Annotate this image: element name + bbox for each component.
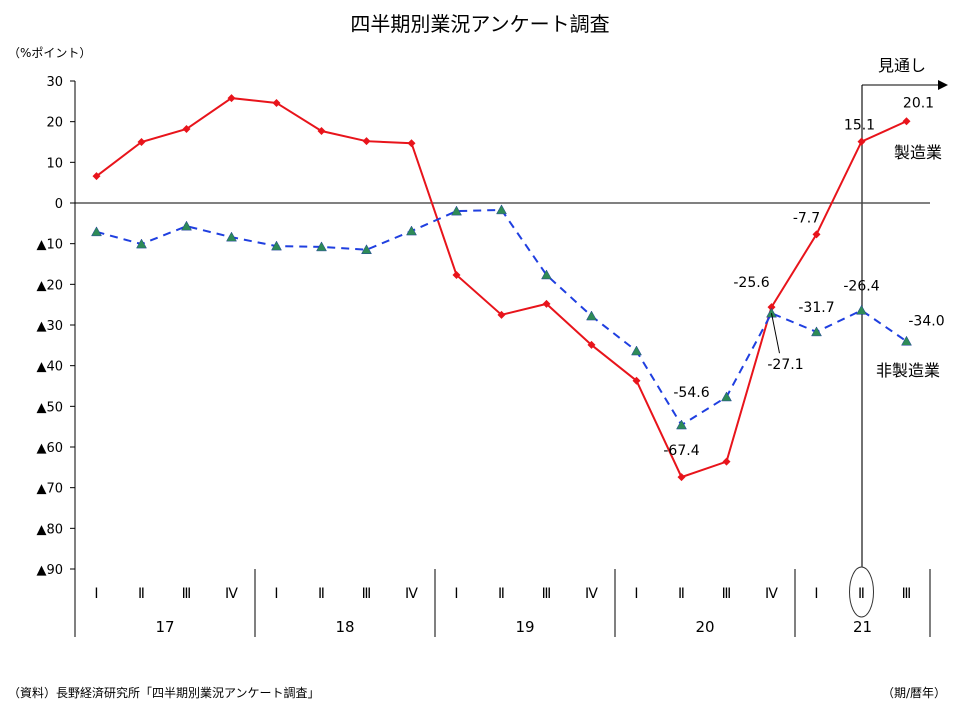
y-tick-label: ▲70 — [36, 482, 63, 497]
y-tick-label: 20 — [46, 116, 63, 131]
data-point — [271, 240, 282, 251]
y-tick-label: 30 — [46, 75, 63, 90]
data-point — [406, 225, 417, 236]
data-point — [497, 310, 506, 319]
data-point — [542, 299, 551, 308]
y-tick-label: ▲30 — [36, 319, 63, 334]
data-point — [451, 205, 462, 216]
quarter-label: Ⅱ — [318, 586, 325, 602]
quarter-label: Ⅰ — [814, 586, 818, 602]
data-point — [496, 204, 507, 215]
data-point — [632, 376, 641, 385]
quarter-label: Ⅰ — [634, 586, 638, 602]
data-point — [226, 231, 237, 242]
data-point — [722, 457, 731, 466]
data-point — [182, 124, 191, 133]
forecast-label: 見通し — [878, 56, 926, 75]
quarter-label: Ⅲ — [362, 586, 372, 602]
data-point — [181, 220, 192, 231]
data-label: -34.0 — [908, 313, 944, 329]
year-label: 17 — [155, 618, 174, 636]
data-point — [316, 241, 327, 252]
data-point — [721, 391, 732, 402]
quarter-label: Ⅰ — [274, 586, 278, 602]
data-label: -54.6 — [673, 385, 709, 401]
quarter-label: Ⅲ — [902, 586, 912, 602]
data-point — [452, 270, 461, 279]
y-tick-label: ▲50 — [36, 400, 63, 415]
y-tick-label: 10 — [46, 156, 63, 171]
series-line-manufacturing — [95, 97, 907, 479]
data-label: -7.7 — [793, 210, 820, 226]
quarter-label: Ⅲ — [182, 586, 192, 602]
data-point — [137, 138, 146, 146]
quarter-label: Ⅳ — [405, 586, 418, 602]
series-label-manufacturing: 製造業 — [894, 143, 942, 162]
y-tick-label: 0 — [55, 197, 63, 212]
source-note: （資料）長野経済研究所「四半期別業況アンケート調査」 — [8, 686, 320, 700]
data-point — [361, 244, 372, 255]
data-point — [902, 117, 911, 126]
data-point — [362, 137, 371, 146]
chart-title: 四半期別業況アンケート調査 — [350, 12, 610, 36]
data-point — [857, 137, 866, 146]
data-point — [677, 473, 686, 482]
data-point — [227, 94, 236, 103]
quarter-label: Ⅰ — [454, 586, 458, 602]
data-label: -31.7 — [798, 300, 834, 316]
quarter-label: Ⅳ — [585, 586, 598, 602]
data-point — [541, 269, 552, 280]
data-point — [91, 226, 102, 237]
data-point — [766, 307, 777, 318]
data-point — [676, 419, 687, 430]
y-axis-unit: （%ポイント） — [8, 46, 92, 60]
y-tick-label: ▲60 — [36, 441, 63, 456]
data-point — [587, 340, 596, 349]
y-tick-label: ▲40 — [36, 360, 63, 375]
data-label: -27.1 — [767, 357, 803, 373]
data-point — [811, 326, 822, 337]
data-point — [317, 127, 326, 136]
quarter-label: Ⅳ — [765, 586, 778, 602]
data-point — [901, 335, 912, 346]
year-label: 21 — [853, 618, 872, 636]
data-point — [92, 172, 101, 181]
data-label: 20.1 — [903, 95, 934, 111]
data-point — [272, 98, 281, 107]
data-point — [586, 310, 597, 321]
data-label: 15.1 — [844, 118, 875, 134]
quarter-label: Ⅱ — [498, 586, 505, 602]
forecast-arrow-head — [938, 80, 948, 90]
x-axis-unit: （期/暦年） — [881, 686, 946, 700]
data-label: -67.4 — [663, 443, 699, 459]
data-label: -26.4 — [843, 278, 879, 294]
series-label-non-manufacturing: 非製造業 — [876, 361, 940, 380]
data-point — [767, 303, 776, 312]
year-label: 19 — [515, 618, 534, 636]
y-tick-label: ▲10 — [36, 238, 63, 253]
y-tick-label: ▲90 — [36, 563, 63, 578]
quarter-label: Ⅰ — [94, 586, 98, 602]
y-tick-label: ▲20 — [36, 278, 63, 293]
quarter-label: Ⅲ — [722, 586, 732, 602]
quarter-label: Ⅳ — [225, 586, 238, 602]
quarter-label: Ⅱ — [678, 586, 685, 602]
year-label: 20 — [695, 618, 714, 636]
data-point — [407, 139, 416, 148]
quarter-label: Ⅱ — [138, 586, 145, 602]
data-point — [856, 304, 867, 315]
data-point — [136, 238, 147, 249]
year-label: 18 — [335, 618, 354, 636]
y-tick-label: ▲80 — [36, 522, 63, 537]
quarter-label: Ⅱ — [858, 586, 865, 602]
label-leader-line — [771, 313, 780, 354]
data-label: -25.6 — [733, 275, 769, 291]
quarter-label: Ⅲ — [542, 586, 552, 602]
data-point — [812, 230, 821, 239]
data-point — [631, 345, 642, 356]
